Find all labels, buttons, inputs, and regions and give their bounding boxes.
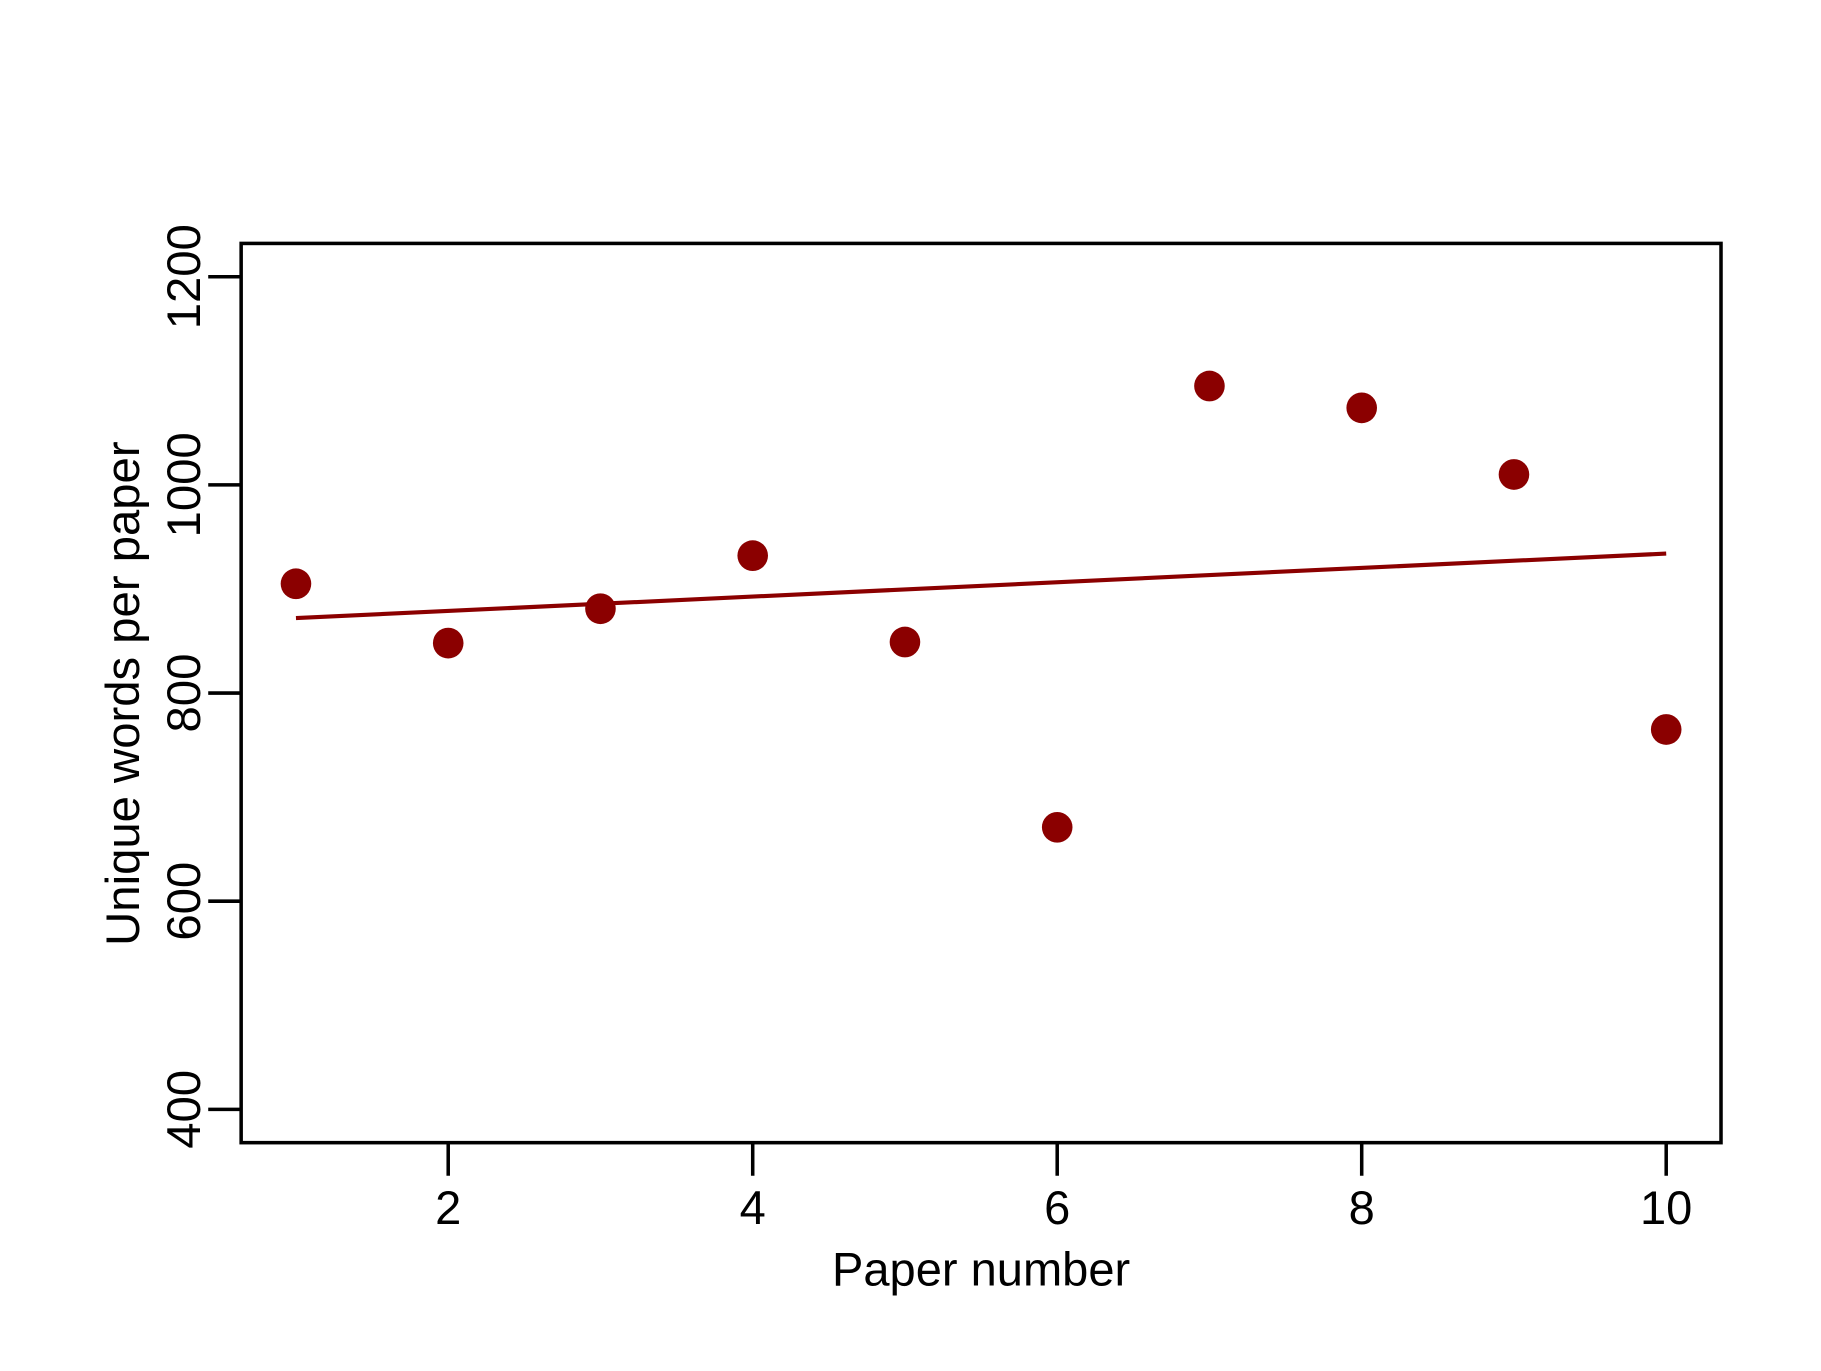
point <box>585 593 616 625</box>
point <box>1041 811 1073 843</box>
y-tick-label: 400 <box>157 1070 210 1149</box>
x-tick-label: 10 <box>1640 1181 1692 1234</box>
trend-line <box>295 551 1667 621</box>
point <box>737 540 769 572</box>
x-axis-label: Paper number <box>832 1243 1130 1296</box>
x-tick-label: 6 <box>1044 1181 1070 1234</box>
y-axis-label: Unique words per paper <box>96 441 149 945</box>
point <box>280 568 312 600</box>
point <box>1650 714 1682 745</box>
x-tick-label: 8 <box>1349 1181 1375 1234</box>
x-tick-label: 2 <box>435 1181 461 1234</box>
y-tick-label: 800 <box>157 654 210 733</box>
x-tick-label: 4 <box>740 1181 766 1234</box>
y-tick-label: 1200 <box>157 224 210 329</box>
y-tick-label: 1000 <box>157 432 210 537</box>
point <box>432 627 464 659</box>
point <box>889 626 921 658</box>
point <box>1346 392 1377 424</box>
point <box>1194 370 1225 402</box>
plot-frame <box>239 241 1723 1145</box>
y-tick-label: 600 <box>157 862 210 941</box>
point <box>1498 459 1530 490</box>
